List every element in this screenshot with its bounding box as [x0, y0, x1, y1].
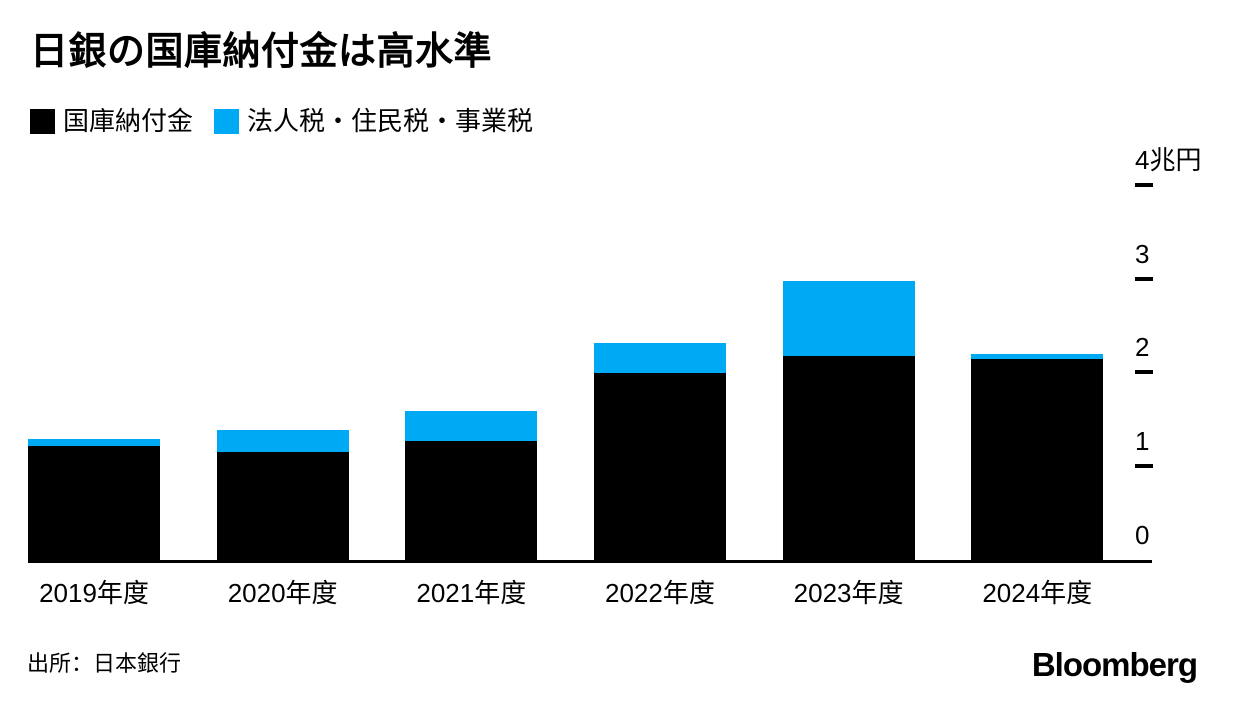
x-axis-label: 2019年度: [39, 578, 149, 608]
bar-group-2021: [405, 410, 538, 560]
legend-item-tax: 法人税・住民税・事業税: [214, 107, 533, 135]
x-axis-label: 2024年度: [982, 578, 1093, 608]
chart-title: 日銀の国庫納付金は高水準: [30, 31, 493, 73]
bar-segment-payment: [782, 355, 915, 560]
bar-segment-payment: [593, 373, 726, 560]
y-axis-label: 2: [1135, 332, 1150, 363]
y-axis-label: 4兆円: [1135, 144, 1202, 175]
bar-segment-payment: [216, 452, 349, 560]
x-axis-label: 2020年度: [227, 578, 338, 608]
bar-group-2022: [593, 343, 726, 560]
bar-group-2019: [28, 438, 160, 560]
y-axis-tick: [1135, 370, 1153, 375]
bar-group-2020: [216, 429, 349, 560]
bar-segment-tax: [405, 410, 538, 441]
legend-swatch-payment: [30, 108, 55, 134]
bar-segment-payment: [971, 359, 1104, 560]
bar-segment-tax: [782, 281, 915, 356]
legend-label-tax: 法人税・住民税・事業税: [247, 106, 534, 136]
bar-segment-tax: [28, 438, 160, 446]
bar-segment-tax: [971, 353, 1104, 360]
chart-legend: 国庫納付金 法人税・住民税・事業税: [30, 107, 533, 135]
source-note: 出所：日本銀行: [27, 651, 182, 676]
legend-swatch-tax: [214, 108, 240, 134]
bar-group-2024: [971, 353, 1104, 560]
x-axis-label: 2022年度: [605, 578, 715, 608]
legend-item-payment: 国庫納付金: [30, 107, 193, 135]
bar-segment-payment: [405, 440, 538, 560]
bar-segment-tax: [593, 343, 726, 374]
y-axis-tick: [1135, 182, 1153, 187]
y-axis-label: 0: [1135, 520, 1150, 550]
y-axis-label: 1: [1135, 426, 1150, 457]
bar-segment-tax: [216, 429, 349, 453]
x-axis-label: 2023年度: [793, 578, 904, 608]
x-axis-line: [28, 560, 1152, 563]
bar-segment-payment: [28, 445, 160, 560]
y-axis-tick: [1135, 276, 1153, 281]
y-axis-label: 3: [1135, 238, 1150, 269]
bar-group-2023: [782, 281, 915, 560]
legend-label-payment: 国庫納付金: [63, 106, 194, 136]
bloomberg-wordmark: Bloomberg: [1031, 646, 1198, 683]
y-axis-tick: [1135, 464, 1153, 469]
x-axis-label: 2021年度: [416, 578, 527, 608]
